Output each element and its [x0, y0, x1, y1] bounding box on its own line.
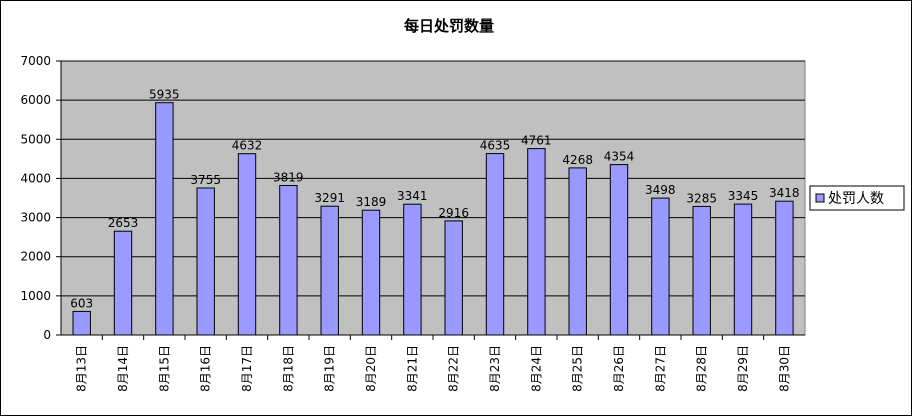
bar — [237, 153, 257, 336]
y-tick-label: 2000 — [20, 250, 51, 264]
x-tick-label: 8月23日 — [488, 345, 502, 392]
bar — [444, 220, 463, 336]
y-tick-label: 1000 — [20, 289, 51, 303]
bars — [72, 102, 794, 336]
legend-box — [809, 185, 905, 211]
bar — [609, 164, 629, 336]
y-tick-label: 7000 — [20, 54, 51, 68]
bar — [692, 205, 711, 336]
y-tick-label: 5000 — [20, 132, 51, 146]
x-tick-label: 8月18日 — [281, 345, 295, 392]
bar — [155, 102, 174, 336]
axes: 0 1000 2000 3000 4000 5000 6000 7000 8月13日 8月14日 8… — [20, 54, 805, 392]
x-tick-label: 8月19日 — [323, 345, 337, 392]
x-tick-label: 8月17日 — [240, 345, 254, 392]
bar — [320, 205, 339, 336]
data-label: 3755 — [190, 173, 221, 187]
y-tick-label: 3000 — [20, 211, 51, 225]
x-tick-label: 8月25日 — [571, 345, 585, 392]
bar — [361, 209, 381, 336]
data-label: 603 — [70, 296, 93, 310]
bar — [527, 148, 546, 336]
x-tick-label: 8月14日 — [116, 345, 130, 392]
bar — [113, 230, 133, 336]
data-label: 3418 — [769, 186, 800, 200]
data-label: 2653 — [108, 216, 139, 230]
chart-title: 每日处罚数量 — [404, 17, 494, 35]
data-label: 3189 — [356, 195, 387, 209]
y-tick-label: 0 — [43, 328, 51, 342]
gridlines — [61, 60, 805, 297]
y-tick-label: 4000 — [20, 171, 51, 185]
data-label: 4268 — [562, 153, 593, 167]
plot-area — [60, 60, 806, 336]
bar — [196, 187, 215, 336]
bar — [72, 310, 91, 336]
data-labels: 603 2653 5935 3755 4632 3819 3291 3189 3341 2916 4… — [70, 88, 799, 311]
x-tick-label: 8月28日 — [695, 345, 709, 392]
bar — [403, 203, 422, 336]
data-label: 4632 — [232, 139, 263, 153]
data-label: 3285 — [686, 191, 717, 205]
data-label: 4635 — [480, 139, 511, 153]
x-tick-label: 8月30日 — [777, 345, 791, 392]
data-label: 3341 — [397, 189, 428, 203]
bar — [568, 167, 587, 336]
bar — [279, 185, 298, 336]
bar — [775, 200, 794, 336]
data-label: 4761 — [521, 134, 552, 148]
data-label: 3291 — [314, 191, 345, 205]
x-tick-label: 8月26日 — [612, 345, 626, 392]
data-label: 4354 — [604, 150, 635, 164]
bar — [733, 203, 753, 336]
x-tick-label: 8月29日 — [736, 345, 750, 392]
legend: 处罚人数 — [809, 185, 905, 211]
bar — [485, 153, 505, 336]
y-tick-label: 6000 — [20, 93, 51, 107]
x-tick-label: 8月13日 — [75, 345, 89, 392]
data-label: 5935 — [149, 88, 180, 102]
x-tick-label: 8月27日 — [653, 345, 667, 392]
legend-swatch — [815, 193, 825, 203]
data-label: 3498 — [645, 183, 676, 197]
data-label: 2916 — [438, 206, 469, 220]
x-tick-label: 8月24日 — [529, 345, 543, 392]
x-tick-label: 8月21日 — [405, 345, 419, 392]
data-label: 3819 — [273, 171, 304, 185]
x-tick-label: 8月16日 — [199, 345, 213, 392]
x-tick-label: 8月15日 — [157, 345, 171, 392]
x-tick-label: 8月20日 — [364, 345, 378, 392]
x-tick-label: 8月22日 — [447, 345, 461, 392]
legend-label: 处罚人数 — [828, 191, 884, 207]
bar — [651, 197, 670, 336]
data-label: 3345 — [728, 189, 759, 203]
